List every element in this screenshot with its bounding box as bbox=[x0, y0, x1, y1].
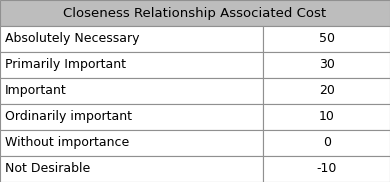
Text: 0: 0 bbox=[323, 136, 331, 149]
Text: 50: 50 bbox=[319, 33, 335, 46]
Text: Closeness Relationship Associated Cost: Closeness Relationship Associated Cost bbox=[64, 7, 326, 19]
Text: Absolutely Necessary: Absolutely Necessary bbox=[5, 33, 139, 46]
Bar bbox=[0, 156, 263, 182]
Text: 20: 20 bbox=[319, 84, 335, 98]
Bar bbox=[263, 130, 390, 156]
Bar bbox=[263, 104, 390, 130]
Text: Ordinarily important: Ordinarily important bbox=[5, 110, 132, 124]
Text: Without importance: Without importance bbox=[5, 136, 129, 149]
Bar bbox=[263, 156, 390, 182]
Text: 10: 10 bbox=[319, 110, 335, 124]
Bar bbox=[0, 78, 263, 104]
Bar bbox=[263, 78, 390, 104]
Bar bbox=[0, 0, 390, 26]
Text: 30: 30 bbox=[319, 58, 335, 72]
Text: Primarily Important: Primarily Important bbox=[5, 58, 126, 72]
Bar bbox=[263, 26, 390, 52]
Bar bbox=[0, 26, 263, 52]
Bar bbox=[0, 130, 263, 156]
Text: Not Desirable: Not Desirable bbox=[5, 163, 90, 175]
Bar bbox=[0, 52, 263, 78]
Text: -10: -10 bbox=[316, 163, 337, 175]
Bar bbox=[263, 52, 390, 78]
Text: Important: Important bbox=[5, 84, 66, 98]
Bar bbox=[0, 104, 263, 130]
